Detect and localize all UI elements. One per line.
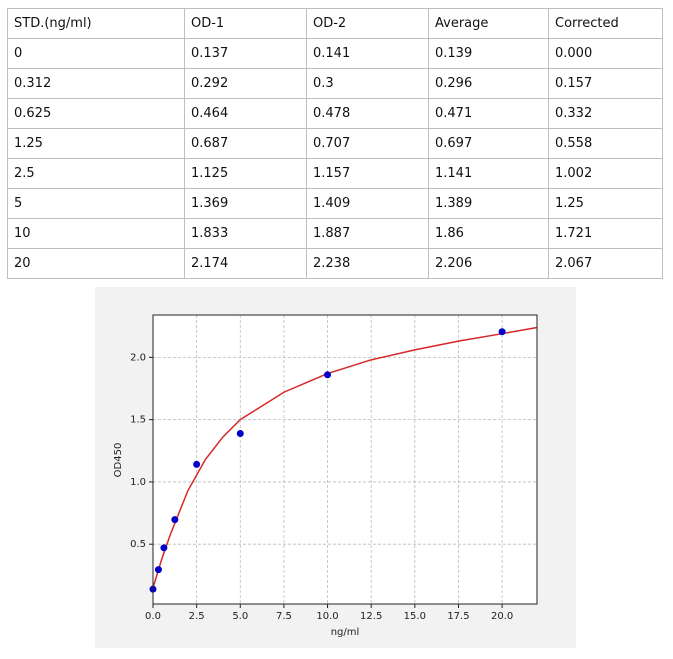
table-row: STD.(ng/ml) OD-1 OD-2 Average Corrected: [7, 8, 663, 39]
y-tick-label: 2.0: [130, 352, 146, 363]
data-point: [160, 544, 168, 552]
table-row: 0 0.137 0.141 0.139 0.000: [7, 38, 663, 69]
table-cell: 0.697: [428, 128, 549, 159]
y-tick-label: 1.5: [130, 415, 146, 426]
table-cell: 2.067: [548, 248, 663, 279]
x-tick-label: 5.0: [232, 611, 248, 622]
table-cell: 0.141: [306, 38, 429, 69]
x-tick-label: 17.5: [447, 611, 469, 622]
table-cell: 0.296: [428, 68, 549, 99]
table-cell: Corrected: [548, 8, 663, 39]
y-axis-label: OD450: [113, 443, 124, 478]
table-cell: 20: [7, 248, 185, 279]
table-row: 5 1.369 1.409 1.389 1.25: [7, 188, 663, 219]
data-point: [324, 371, 332, 379]
data-point: [171, 516, 179, 524]
x-tick-label: 7.5: [276, 611, 292, 622]
table-cell: 0.478: [306, 98, 429, 129]
table-cell: 1.721: [548, 218, 663, 249]
data-point: [498, 328, 506, 336]
table-cell: 0.471: [428, 98, 549, 129]
table-cell: 0.137: [184, 38, 307, 69]
table-cell: 0.3: [306, 68, 429, 99]
table-row: 10 1.833 1.887 1.86 1.721: [7, 218, 663, 249]
table-cell: 1.887: [306, 218, 429, 249]
x-tick-label: 10.0: [316, 611, 338, 622]
table-cell: 5: [7, 188, 185, 219]
x-tick-label: 0.0: [145, 611, 161, 622]
table-cell: 1.002: [548, 158, 663, 189]
x-tick-label: 20.0: [491, 611, 513, 622]
plot-frame: [152, 314, 538, 605]
table-cell: 0.625: [7, 98, 185, 129]
plot-area: [153, 315, 537, 604]
table-cell: OD-1: [184, 8, 307, 39]
x-tick-label: 2.5: [189, 611, 205, 622]
table-cell: 2.174: [184, 248, 307, 279]
data-point: [193, 460, 201, 468]
table-cell: 2.238: [306, 248, 429, 279]
table-cell: STD.(ng/ml): [7, 8, 185, 39]
y-tick-label: 0.5: [130, 539, 146, 550]
table-cell: Average: [428, 8, 549, 39]
table-cell: 1.389: [428, 188, 549, 219]
data-table: STD.(ng/ml) OD-1 OD-2 Average Corrected 0 0.13…: [7, 8, 663, 279]
data-point: [236, 429, 244, 437]
x-tick-label: 12.5: [360, 611, 382, 622]
x-axis-label: ng/ml: [331, 627, 360, 638]
table-row: 0.625 0.464 0.478 0.471 0.332: [7, 98, 663, 129]
table-cell: 0.687: [184, 128, 307, 159]
table-row: 20 2.174 2.238 2.206 2.067: [7, 248, 663, 279]
table-cell: 1.141: [428, 158, 549, 189]
y-tick-label: 1.0: [130, 477, 146, 488]
table-cell: 1.125: [184, 158, 307, 189]
table-cell: 2.206: [428, 248, 549, 279]
data-point: [154, 566, 162, 574]
fit-curve: [152, 326, 538, 589]
x-tick-label: 15.0: [404, 611, 426, 622]
